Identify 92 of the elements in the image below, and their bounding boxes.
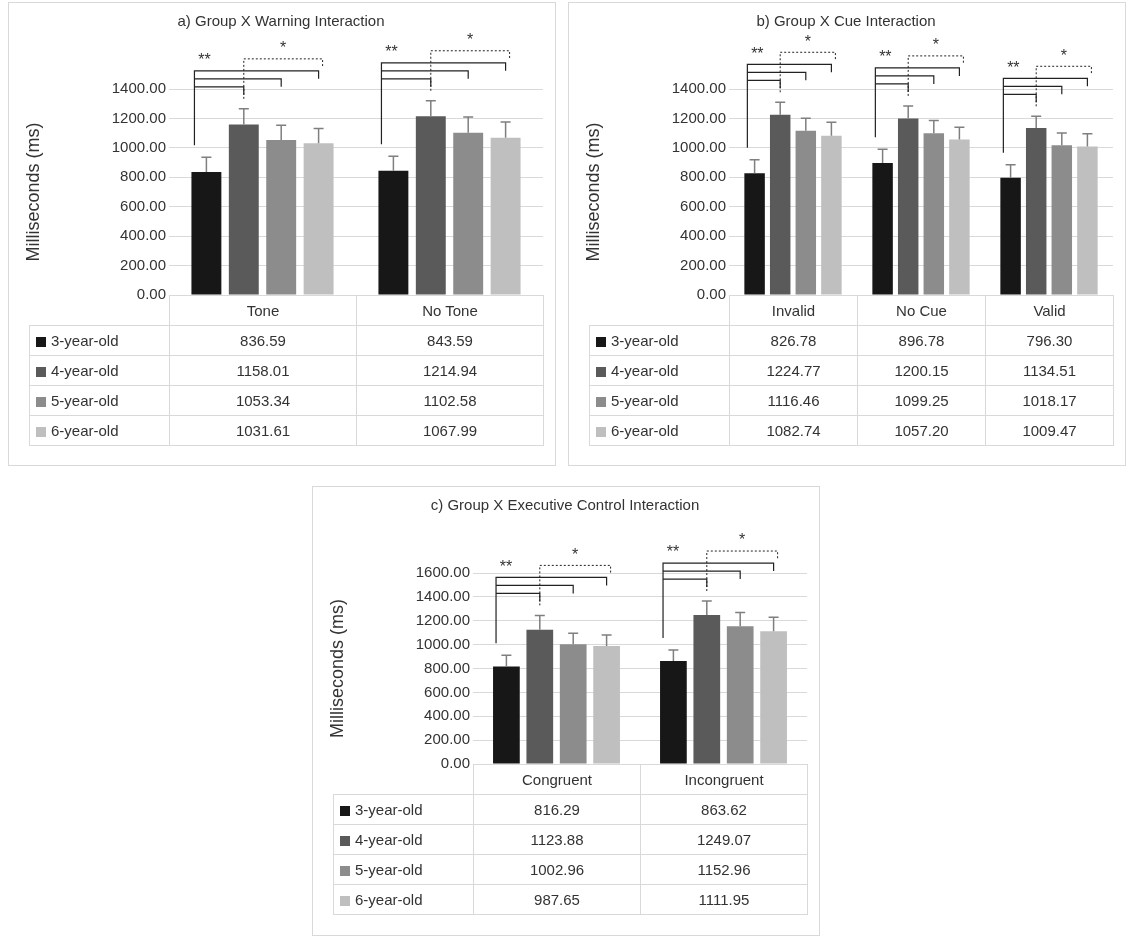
data-label: 816.29 — [473, 794, 641, 825]
y-tick-label: 1000.00 — [415, 634, 470, 652]
text: * — [467, 31, 474, 49]
legend-label: 4-year-old — [333, 824, 474, 855]
data-label: 843.59 — [356, 325, 544, 356]
data-label: 1082.74 — [729, 415, 858, 446]
y-tick-label: 1200.00 — [415, 610, 470, 628]
y-tick-label: 1200.00 — [111, 108, 166, 126]
data-label: 1123.88 — [473, 824, 641, 855]
text: ** — [879, 48, 892, 66]
y-tick-label: 400.00 — [680, 226, 726, 244]
annotation: ** — [499, 557, 513, 575]
y-tick-label: 1400.00 — [415, 587, 470, 605]
legend-label: 6-year-old — [589, 415, 730, 446]
data-label: 1009.47 — [985, 415, 1114, 446]
y-tick-label: 400.00 — [424, 706, 470, 724]
text: ** — [751, 44, 764, 62]
text: ** — [198, 51, 211, 69]
legend-label: 4-year-old — [29, 355, 170, 386]
y-tick-label: 1000.00 — [671, 138, 726, 155]
y-tick-label: 200.00 — [680, 255, 726, 273]
legend-label: 5-year-old — [29, 385, 170, 416]
y-tick-label: 400.00 — [120, 226, 166, 244]
data-label: 1053.34 — [169, 385, 357, 416]
data-label: 1116.46 — [729, 385, 858, 416]
data-label: 1249.07 — [640, 824, 808, 855]
data-label: 796.30 — [985, 325, 1114, 356]
text: ** — [666, 543, 680, 561]
legend-label: 6-year-old — [29, 415, 170, 446]
y-tick-label: 0.00 — [136, 285, 166, 303]
data-label: 1099.25 — [857, 385, 986, 416]
y-tick-label: 1400.00 — [671, 79, 726, 97]
y-tick-label: 800.00 — [120, 167, 166, 185]
legend-label: 5-year-old — [333, 854, 474, 885]
legend-label: 6-year-old — [333, 884, 474, 915]
data-label: 1031.61 — [169, 415, 357, 446]
y-tick-label: 800.00 — [424, 658, 470, 676]
data-label: 826.78 — [729, 325, 858, 356]
data-label: 1158.01 — [169, 355, 357, 386]
y-tick-label: 0.00 — [440, 754, 470, 772]
text: * — [572, 545, 579, 563]
text: * — [739, 531, 746, 549]
y-axis-title: Milliseconds (ms) — [22, 122, 43, 262]
chart-title: b) Group X Cue Interaction — [756, 12, 936, 30]
y-tick-label: 1000.00 — [111, 138, 166, 155]
data-label: 896.78 — [857, 325, 986, 356]
text: * — [280, 39, 287, 57]
x-tick-label: Valid — [985, 295, 1114, 326]
x-tick-label: Invalid — [729, 295, 858, 326]
x-tick-label: Tone — [169, 295, 357, 326]
data-label: 1111.95 — [640, 884, 808, 915]
chart-title: a) Group X Warning Interaction — [177, 12, 385, 30]
legend-label: 3-year-old — [333, 794, 474, 825]
data-label: 987.65 — [473, 884, 641, 915]
text: * — [1060, 46, 1067, 64]
text: * — [932, 36, 939, 54]
data-label: 1214.94 — [356, 355, 544, 386]
x-tick-label: No Cue — [857, 295, 986, 326]
y-tick-label: 1600.00 — [415, 563, 470, 581]
x-tick-label: Incongruent — [640, 764, 808, 795]
data-label: 1002.96 — [473, 854, 641, 885]
data-label: 1102.58 — [356, 385, 544, 416]
y-tick-label: 600.00 — [120, 196, 166, 214]
data-label: 1224.77 — [729, 355, 858, 386]
text: ** — [1007, 58, 1020, 76]
data-label: 836.59 — [169, 325, 357, 356]
legend-label: 4-year-old — [589, 355, 730, 386]
text: ** — [385, 43, 398, 61]
legend-label: 3-year-old — [589, 325, 730, 356]
y-axis-title: Milliseconds (ms) — [326, 598, 347, 739]
y-tick-label: 800.00 — [680, 167, 726, 185]
data-label: 1067.99 — [356, 415, 544, 446]
text: * — [804, 32, 811, 50]
data-label: 1200.15 — [857, 355, 986, 386]
y-tick-label: 200.00 — [120, 255, 166, 273]
data-label: 1057.20 — [857, 415, 986, 446]
y-tick-label: 1200.00 — [671, 108, 726, 126]
x-tick-label: No Tone — [356, 295, 544, 326]
legend-label: 5-year-old — [589, 385, 730, 416]
data-label: 863.62 — [640, 794, 808, 825]
chart-title: c) Group X Executive Control Interaction — [430, 496, 700, 514]
x-tick-label: Congruent — [473, 764, 641, 795]
data-label: 1134.51 — [985, 355, 1114, 386]
y-axis-title: Milliseconds (ms) — [582, 122, 603, 262]
legend-label: 3-year-old — [29, 325, 170, 356]
data-label: 1018.17 — [985, 385, 1114, 416]
y-tick-label: 200.00 — [424, 730, 470, 748]
y-tick-label: 600.00 — [424, 682, 470, 700]
y-tick-label: 0.00 — [696, 285, 726, 303]
y-tick-label: 600.00 — [680, 196, 726, 214]
data-label: 1152.96 — [640, 854, 808, 885]
y-tick-label: 1400.00 — [111, 79, 166, 97]
